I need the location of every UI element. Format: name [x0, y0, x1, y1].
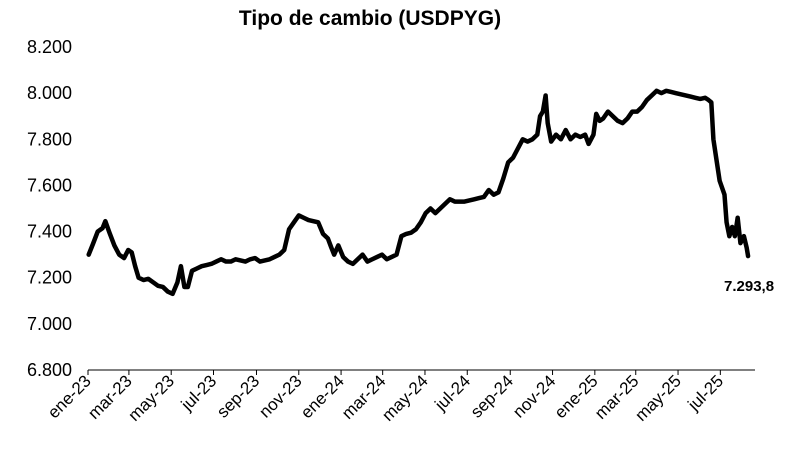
- y-tick-label: 7.400: [27, 222, 72, 242]
- x-tick-label: jul-25: [684, 371, 728, 415]
- chart-title: Tipo de cambio (USDPYG): [239, 7, 501, 30]
- last-value-label: 7.293,8: [724, 278, 774, 295]
- y-tick-label: 7.200: [27, 268, 72, 288]
- x-tick-label: sep-23: [213, 371, 263, 421]
- x-tick-label: may-23: [125, 371, 179, 425]
- x-tick-label: may-24: [378, 371, 432, 425]
- y-tick-label: 7.600: [27, 175, 72, 195]
- x-tick-label: ene-24: [297, 371, 348, 422]
- y-tick-label: 8.200: [27, 37, 72, 57]
- y-tick-label: 7.000: [27, 314, 72, 334]
- x-tick-label: nov-24: [509, 371, 559, 421]
- y-tick-label: 7.800: [27, 129, 72, 149]
- x-tick-label: may-25: [631, 371, 685, 425]
- x-tick-label: nov-23: [255, 371, 305, 421]
- y-tick-label: 8.000: [27, 83, 72, 103]
- x-tick-label: sep-24: [467, 371, 517, 421]
- y-tick-label: 6.800: [27, 360, 72, 380]
- y-axis-ticks: 6.800 7.000 7.200 7.400 7.600 7.800 8.000 8.200: [27, 37, 72, 380]
- annotations: 7.293,8: [724, 278, 774, 295]
- series-line-usdpyg: [86, 88, 751, 297]
- x-tick-label: ene-25: [551, 371, 602, 422]
